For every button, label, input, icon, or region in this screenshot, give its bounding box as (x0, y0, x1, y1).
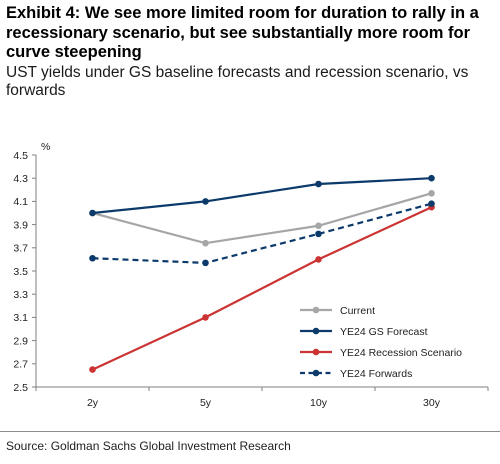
chart-series (89, 174, 435, 373)
series-line (92, 192, 432, 245)
data-point (89, 254, 96, 262)
legend-swatch-marker (312, 348, 320, 356)
line-chart: % 4.5 4.3 4.1 3.9 3.7 3.5 3.3 3.1 2.9 2.7 2.5 2y 5y 10… (13, 141, 489, 409)
x-tick-label: 5y (200, 397, 212, 409)
data-point (202, 239, 209, 247)
legend-item: Current (300, 305, 375, 317)
y-tick-label: 3.3 (13, 289, 28, 301)
chart-axes: % 4.5 4.3 4.1 3.9 3.7 3.5 3.3 3.1 2.9 2.7 2.5 2y 5y 10… (13, 141, 489, 409)
series-ye24-gs-forecast (89, 174, 435, 217)
bottom-rule (0, 431, 500, 432)
x-tick-label: 30y (423, 397, 441, 409)
series-line (92, 202, 432, 264)
legend-label: YE24 Recession Scenario (340, 347, 462, 359)
legend-label: Current (340, 305, 375, 317)
y-tick-label: 2.9 (13, 335, 28, 347)
source-note: Source: Goldman Sachs Global Investment … (6, 439, 291, 453)
y-tick-label: 3.9 (13, 219, 28, 231)
series-line (92, 206, 432, 371)
data-point (315, 256, 322, 263)
exhibit-header: Exhibit 4: We see more limited room for … (6, 4, 496, 101)
data-point (315, 180, 322, 188)
data-point (202, 259, 209, 267)
x-tick-label: 10y (310, 397, 328, 409)
legend-label: YE24 Forwards (340, 368, 412, 380)
data-point (315, 230, 322, 238)
series-ye24-forwards (89, 200, 435, 267)
y-axis-unit-label: % (41, 141, 50, 153)
chart-legend: Current YE24 GS Forecast YE24 Recession Sc… (300, 305, 462, 380)
data-point (202, 314, 209, 321)
data-point (428, 189, 435, 197)
series-line (92, 177, 432, 215)
legend-swatch-marker (312, 306, 320, 314)
legend-swatch-marker (312, 327, 320, 335)
data-point (428, 200, 435, 208)
y-tick-label: 3.5 (13, 266, 28, 278)
top-rule (0, 0, 500, 1)
legend-item: YE24 Forwards (300, 368, 412, 380)
exhibit-title: Exhibit 4: We see more limited room for … (6, 4, 479, 61)
series-ye24-recession-scenario (89, 203, 435, 373)
data-point (428, 174, 435, 182)
x-tick-label: 2y (87, 397, 99, 409)
data-point (202, 198, 209, 205)
legend-item: YE24 GS Forecast (300, 326, 428, 338)
data-point (89, 366, 96, 373)
series-current (89, 189, 435, 247)
legend-item: YE24 Recession Scenario (300, 347, 462, 359)
y-tick-label: 3.1 (13, 312, 28, 324)
exhibit-subtitle: UST yields under GS baseline forecasts a… (6, 63, 469, 100)
legend-label: YE24 GS Forecast (340, 326, 428, 338)
data-point (89, 209, 96, 217)
y-tick-label: 3.7 (13, 243, 28, 255)
y-tick-label: 2.5 (13, 382, 28, 394)
y-tick-label: 4.1 (13, 196, 28, 208)
y-tick-label: 4.3 (13, 173, 28, 185)
legend-swatch-marker (312, 369, 320, 377)
y-tick-label: 4.5 (13, 150, 28, 162)
y-tick-label: 2.7 (13, 359, 28, 371)
data-point (315, 222, 322, 230)
